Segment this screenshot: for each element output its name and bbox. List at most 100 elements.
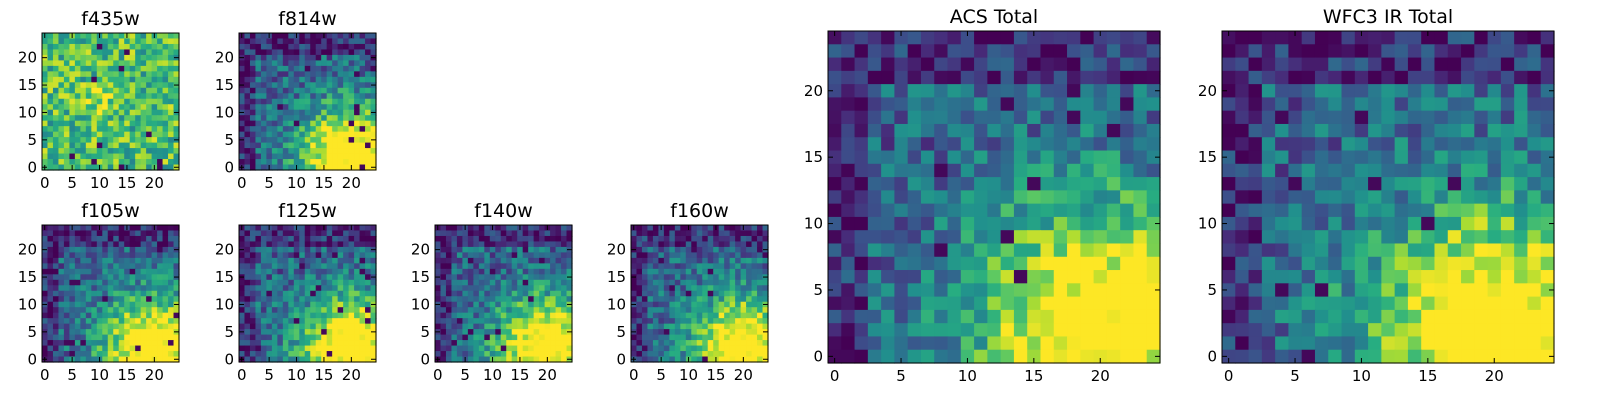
heatmap-cell bbox=[478, 235, 485, 243]
heatmap-cell bbox=[674, 345, 681, 352]
heatmap-cell bbox=[304, 98, 311, 105]
heatmap-cell bbox=[1027, 216, 1042, 231]
heatmap-cell bbox=[129, 126, 136, 133]
heatmap-cell bbox=[282, 137, 289, 144]
heatmap-cell bbox=[1013, 283, 1028, 298]
heatmap-cell bbox=[135, 104, 142, 111]
heatmap-cell bbox=[69, 131, 76, 138]
heatmap-cell bbox=[1133, 336, 1148, 351]
heatmap-cell bbox=[1106, 31, 1121, 45]
y-tick-label: 5 bbox=[420, 323, 430, 341]
heatmap-cell bbox=[271, 82, 278, 89]
heatmap-cell bbox=[332, 60, 339, 67]
heatmap-cell bbox=[107, 340, 114, 347]
heatmap-cell bbox=[271, 329, 278, 336]
heatmap-cell bbox=[135, 252, 142, 259]
heatmap-cell bbox=[544, 318, 551, 325]
heatmap-cell bbox=[118, 274, 125, 281]
heatmap-cell bbox=[260, 142, 267, 149]
heatmap-cell bbox=[310, 307, 317, 314]
heatmap-cell bbox=[440, 323, 447, 330]
heatmap-cell bbox=[500, 296, 507, 303]
heatmap-cell bbox=[467, 356, 474, 363]
heatmap-cell bbox=[74, 137, 81, 144]
heatmap-cell bbox=[140, 164, 147, 171]
heatmap-cell bbox=[456, 296, 463, 303]
heatmap-cell bbox=[370, 115, 377, 122]
heatmap-cell bbox=[1381, 97, 1396, 112]
heatmap-cell bbox=[124, 274, 131, 281]
heatmap-cell bbox=[920, 296, 935, 311]
heatmap-cell bbox=[757, 296, 764, 303]
heatmap-cell bbox=[1000, 57, 1015, 72]
heatmap-cell bbox=[729, 290, 736, 297]
x-tick-label: 5 bbox=[264, 174, 274, 192]
heatmap-cell bbox=[555, 312, 562, 319]
heatmap-cell bbox=[151, 285, 158, 292]
heatmap-cell bbox=[337, 340, 344, 347]
heatmap-cell bbox=[539, 274, 546, 281]
heatmap-cell bbox=[260, 148, 267, 155]
heatmap-cell bbox=[332, 104, 339, 111]
heatmap-cell bbox=[118, 323, 125, 330]
heatmap-cell bbox=[735, 334, 742, 341]
heatmap-cell bbox=[42, 131, 49, 138]
heatmap-cell bbox=[151, 340, 158, 347]
heatmap-cell bbox=[343, 340, 350, 347]
heatmap-cell bbox=[310, 120, 317, 127]
heatmap-cell bbox=[867, 283, 882, 298]
heatmap-cell bbox=[255, 290, 262, 297]
heatmap-cell bbox=[751, 301, 758, 308]
heatmap-cell bbox=[260, 225, 267, 232]
heatmap-cell bbox=[1301, 163, 1316, 178]
heatmap-cell bbox=[321, 345, 328, 352]
heatmap-cell bbox=[304, 60, 311, 67]
heatmap-cell bbox=[52, 49, 60, 56]
heatmap-cell bbox=[249, 71, 257, 78]
heatmap-cell bbox=[1106, 150, 1121, 165]
heatmap-cell bbox=[920, 216, 935, 231]
heatmap-cell bbox=[636, 318, 643, 325]
heatmap-cell bbox=[107, 115, 114, 122]
heatmap-cell bbox=[293, 279, 300, 286]
heatmap-cell bbox=[462, 301, 469, 308]
heatmap-cell bbox=[102, 257, 109, 264]
heatmap-cell bbox=[96, 131, 103, 138]
heatmap-cell bbox=[707, 351, 714, 358]
heatmap-cell bbox=[102, 351, 109, 358]
heatmap-cell bbox=[244, 296, 251, 303]
heatmap-cell bbox=[663, 329, 670, 336]
heatmap-cell bbox=[74, 93, 81, 100]
heatmap-cell bbox=[451, 257, 458, 264]
heatmap-cell bbox=[277, 54, 284, 61]
heatmap-cell bbox=[517, 296, 524, 303]
heatmap-cell bbox=[489, 268, 496, 275]
heatmap-cell bbox=[1341, 44, 1356, 59]
heatmap-cell bbox=[751, 345, 758, 352]
heatmap-cell bbox=[652, 241, 659, 248]
heatmap-cell bbox=[674, 351, 681, 358]
heatmap-cell bbox=[1013, 137, 1028, 152]
heatmap-cell bbox=[332, 230, 339, 237]
heatmap-cell bbox=[1527, 177, 1542, 191]
heatmap-cell bbox=[354, 115, 361, 122]
heatmap-cell bbox=[500, 323, 507, 330]
heatmap-cell bbox=[757, 318, 764, 325]
heatmap-cell bbox=[113, 274, 120, 281]
heatmap-cell bbox=[266, 307, 273, 314]
heatmap-cell bbox=[239, 131, 246, 138]
heatmap-cell bbox=[934, 323, 949, 338]
heatmap-cell bbox=[113, 33, 120, 40]
heatmap-cell bbox=[80, 252, 87, 259]
heatmap-cell bbox=[1447, 110, 1462, 125]
heatmap-cell bbox=[881, 97, 895, 112]
heatmap-cell bbox=[282, 290, 289, 297]
heatmap-cell bbox=[636, 252, 643, 259]
heatmap-cell bbox=[550, 334, 557, 341]
heatmap-cell bbox=[332, 126, 339, 133]
heatmap-cell bbox=[288, 246, 295, 253]
heatmap-cell bbox=[365, 345, 372, 352]
heatmap-cell bbox=[907, 123, 922, 138]
heatmap-cell bbox=[102, 268, 109, 275]
heatmap-cell bbox=[735, 241, 742, 248]
